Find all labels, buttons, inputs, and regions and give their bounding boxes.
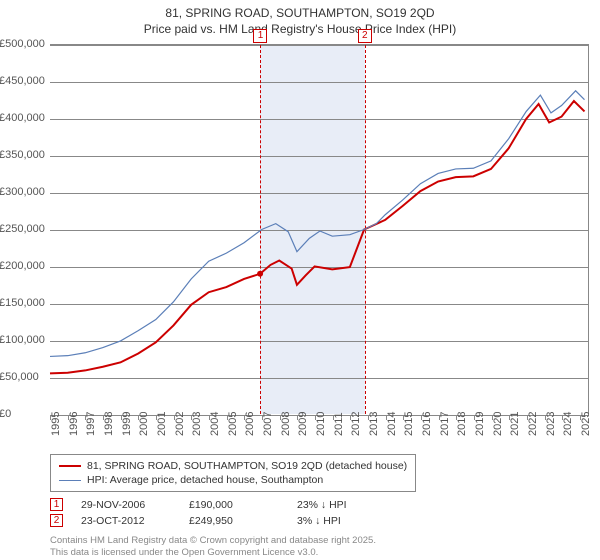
legend-row: HPI: Average price, detached house, Sout…	[59, 473, 407, 487]
chart-container: 81, SPRING ROAD, SOUTHAMPTON, SO19 2QD P…	[0, 0, 600, 560]
footer-delta: 23% ↓ HPI	[297, 499, 387, 511]
x-tick-label: 2011	[333, 412, 345, 436]
footer-row: 1 29-NOV-2006 £190,000 23% ↓ HPI	[50, 498, 590, 511]
y-tick-label: £500,000	[0, 38, 47, 50]
footer-row: 2 23-OCT-2012 £249,950 3% ↓ HPI	[50, 514, 590, 527]
legend-label: HPI: Average price, detached house, Sout…	[87, 474, 323, 486]
x-tick-label: 2009	[297, 412, 309, 436]
x-tick-label: 2020	[492, 412, 504, 436]
y-tick-label: £150,000	[0, 297, 47, 309]
footer-price: £190,000	[189, 499, 279, 511]
y-tick-label: £350,000	[0, 149, 47, 161]
x-tick-label: 2008	[280, 412, 292, 436]
y-tick-label: £200,000	[0, 260, 47, 272]
x-tick-label: 2018	[456, 412, 468, 436]
x-tick-label: 1997	[85, 412, 97, 436]
y-tick-label: £100,000	[0, 334, 47, 346]
x-tick-label: 2016	[421, 412, 433, 436]
x-tick-label: 2010	[315, 412, 327, 436]
x-tick-label: 2012	[350, 412, 362, 436]
x-tick-label: 2001	[156, 412, 168, 436]
title-line-1: 81, SPRING ROAD, SOUTHAMPTON, SO19 2QD	[0, 6, 600, 22]
x-tick-label: 1998	[103, 412, 115, 436]
footer-price: £249,950	[189, 515, 279, 527]
y-tick-label: £450,000	[0, 75, 47, 87]
footer-marker: 1	[50, 498, 63, 511]
x-tick-label: 2007	[262, 412, 274, 436]
x-tick-label: 2025	[580, 412, 592, 436]
x-tick-label: 2022	[527, 412, 539, 436]
x-tick-label: 2000	[138, 412, 150, 436]
series-line	[50, 91, 585, 357]
y-tick-label: £250,000	[0, 223, 47, 235]
x-axis-labels: 1995199619971998199920002001200220032004…	[50, 418, 589, 458]
y-tick-label: £0	[0, 408, 47, 420]
x-tick-label: 2006	[244, 412, 256, 436]
plot-area: 12	[50, 44, 589, 414]
sale-marker-dot	[257, 271, 263, 277]
series-line	[50, 101, 585, 373]
chart-title: 81, SPRING ROAD, SOUTHAMPTON, SO19 2QD P…	[0, 0, 600, 37]
x-tick-label: 2014	[386, 412, 398, 436]
legend: 81, SPRING ROAD, SOUTHAMPTON, SO19 2QD (…	[50, 454, 416, 492]
y-tick-label: £300,000	[0, 186, 47, 198]
x-tick-label: 2005	[227, 412, 239, 436]
y-tick-label: £50,000	[0, 371, 47, 383]
x-tick-label: 2017	[439, 412, 451, 436]
legend-swatch	[59, 480, 81, 481]
credit-line-2: This data is licensed under the Open Gov…	[50, 547, 376, 558]
legend-swatch	[59, 465, 81, 467]
legend-row: 81, SPRING ROAD, SOUTHAMPTON, SO19 2QD (…	[59, 459, 407, 473]
credit: Contains HM Land Registry data © Crown c…	[50, 535, 376, 558]
x-tick-label: 2015	[403, 412, 415, 436]
credit-line-1: Contains HM Land Registry data © Crown c…	[50, 535, 376, 546]
title-line-2: Price paid vs. HM Land Registry's House …	[0, 22, 600, 38]
footer-date: 23-OCT-2012	[81, 515, 171, 527]
marker-label: 2	[358, 29, 372, 43]
marker-label: 1	[253, 29, 267, 43]
legend-label: 81, SPRING ROAD, SOUTHAMPTON, SO19 2QD (…	[87, 460, 407, 472]
footer-table: 1 29-NOV-2006 £190,000 23% ↓ HPI 2 23-OCT-201…	[50, 498, 590, 530]
x-tick-label: 2002	[174, 412, 186, 436]
x-tick-label: 2019	[474, 412, 486, 436]
x-tick-label: 2003	[191, 412, 203, 436]
x-tick-label: 2023	[545, 412, 557, 436]
footer-delta: 3% ↓ HPI	[297, 515, 387, 527]
x-tick-label: 2013	[368, 412, 380, 436]
x-tick-label: 2021	[509, 412, 521, 436]
y-tick-label: £400,000	[0, 112, 47, 124]
footer-marker: 2	[50, 514, 63, 527]
x-tick-label: 2004	[209, 412, 221, 436]
footer-date: 29-NOV-2006	[81, 499, 171, 511]
x-tick-label: 1996	[68, 412, 80, 436]
x-tick-label: 2024	[562, 412, 574, 436]
x-tick-label: 1995	[50, 412, 62, 436]
x-tick-label: 1999	[121, 412, 133, 436]
chart-lines	[50, 45, 588, 414]
